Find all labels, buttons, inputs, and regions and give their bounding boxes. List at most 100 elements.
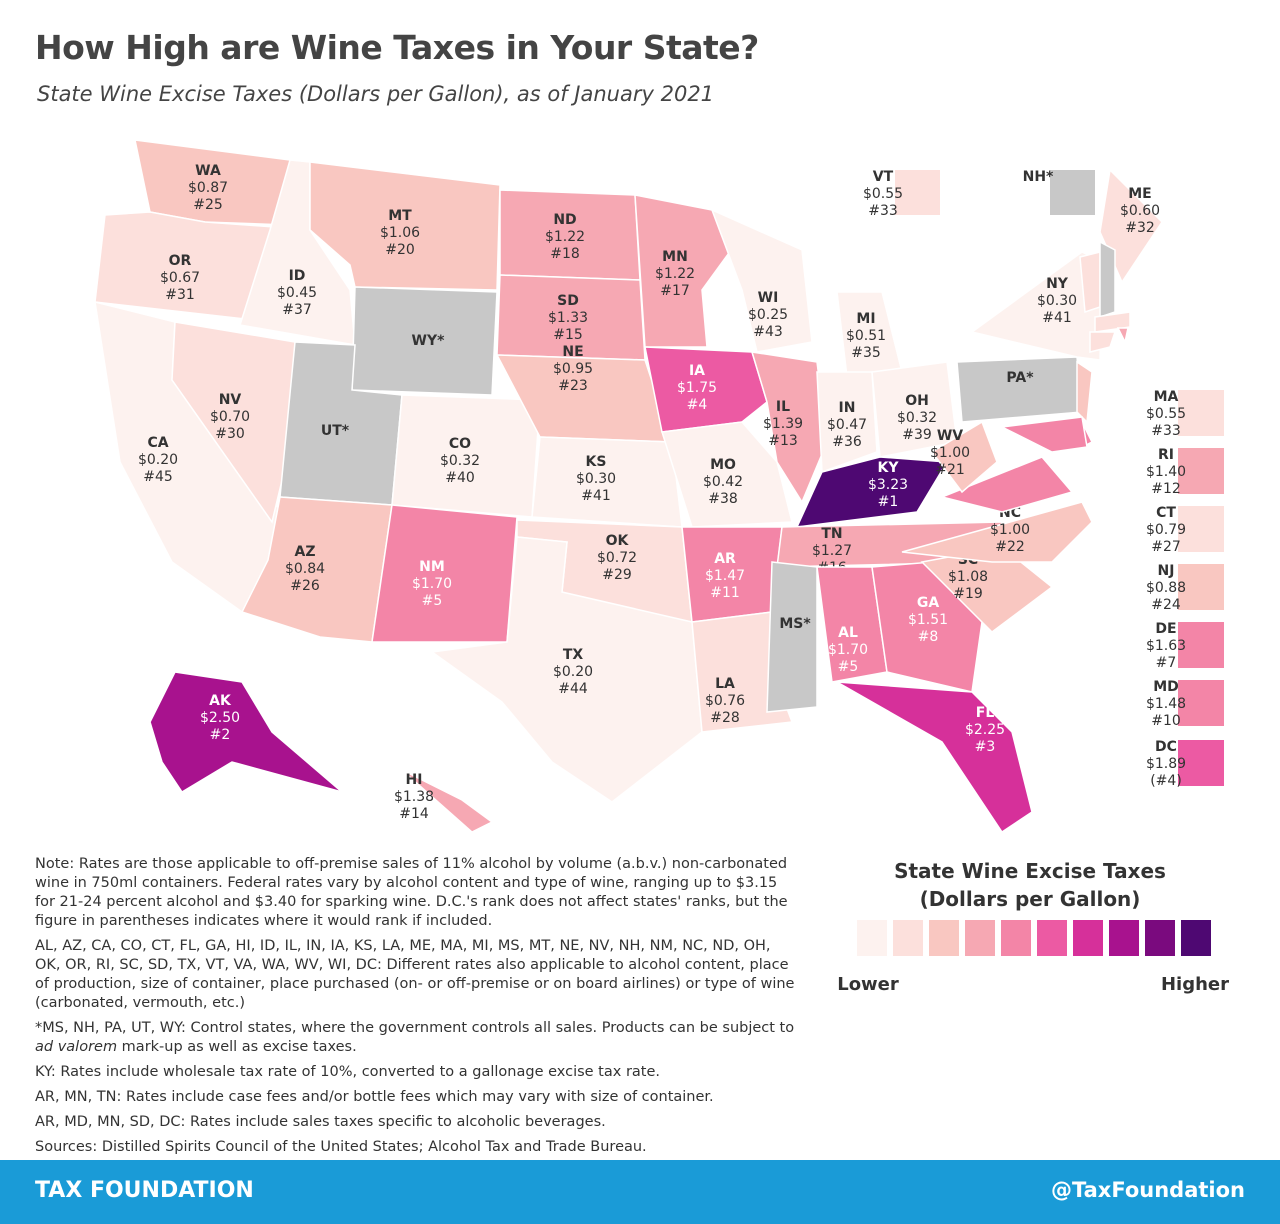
state-abbr: KS bbox=[586, 454, 607, 470]
state-abbr: MO bbox=[710, 457, 736, 473]
state-rate: $0.87 bbox=[188, 180, 228, 196]
state-rate: $1.63 bbox=[1146, 638, 1186, 654]
state-rank: #41 bbox=[581, 488, 611, 504]
state-rate: $1.89 bbox=[1146, 756, 1186, 772]
state-abbr: IA bbox=[689, 363, 705, 379]
state-rank: #26 bbox=[290, 578, 320, 594]
state-abbr: UT* bbox=[321, 423, 350, 439]
state-rate: $0.25 bbox=[748, 307, 788, 323]
state-rank: #44 bbox=[558, 681, 588, 697]
state-rank: #12 bbox=[1151, 481, 1181, 497]
state-rank: #2 bbox=[210, 727, 231, 743]
legend-swatch bbox=[965, 920, 995, 956]
state-abbr: RI bbox=[1158, 447, 1174, 463]
note: AR, MD, MN, SD, DC: Rates include sales … bbox=[35, 1113, 795, 1132]
handle: @TaxFoundation bbox=[1051, 1178, 1245, 1202]
state bbox=[710, 208, 813, 353]
legend-low: Lower bbox=[837, 974, 899, 995]
state bbox=[1089, 331, 1117, 353]
legend-swatch bbox=[1073, 920, 1103, 956]
state-swatch bbox=[1178, 448, 1224, 494]
state-rank: #22 bbox=[995, 539, 1025, 555]
state-rank: #43 bbox=[753, 324, 783, 340]
state-abbr: ME bbox=[1128, 186, 1152, 202]
state-abbr: NE bbox=[562, 344, 583, 360]
footer: TAX FOUNDATION @TaxFoundation bbox=[0, 1160, 1280, 1224]
state bbox=[939, 456, 1074, 513]
state-rank: #15 bbox=[553, 327, 583, 343]
state-rank: #5 bbox=[838, 659, 859, 675]
state-swatch bbox=[895, 170, 940, 215]
state-rate: $0.72 bbox=[597, 550, 637, 566]
state-abbr: MT bbox=[388, 208, 412, 224]
state-rank: #3 bbox=[975, 739, 996, 755]
state-rate: $2.50 bbox=[200, 710, 240, 726]
state-rank: #41 bbox=[1042, 310, 1072, 326]
note-text: AR, MD, MN, SD, DC: Rates include sales … bbox=[35, 1114, 606, 1130]
state-abbr: MI bbox=[856, 311, 875, 327]
note-text: Note: Rates are those applicable to off-… bbox=[35, 856, 788, 929]
state-rank: #45 bbox=[143, 469, 173, 485]
notes: Note: Rates are those applicable to off-… bbox=[35, 855, 795, 1163]
state-rate: $1.75 bbox=[677, 380, 717, 396]
state-rank: #38 bbox=[708, 491, 738, 507]
state-abbr: CO bbox=[449, 436, 471, 452]
state bbox=[956, 356, 1083, 423]
note-text: *MS, NH, PA, UT, WY: Control states, whe… bbox=[35, 1020, 795, 1036]
legend-swatch bbox=[929, 920, 959, 956]
state-abbr: ND bbox=[553, 212, 576, 228]
state-abbr: AL bbox=[838, 625, 858, 641]
legend-swatch bbox=[893, 920, 923, 956]
state-rate: $1.70 bbox=[412, 576, 452, 592]
state-rate: $0.20 bbox=[138, 452, 178, 468]
state bbox=[836, 681, 1033, 834]
state bbox=[1099, 240, 1116, 319]
state-rate: $0.55 bbox=[863, 186, 903, 202]
state-rate: $0.60 bbox=[1120, 203, 1160, 219]
state-rate: $0.76 bbox=[705, 693, 745, 709]
state-abbr: MA bbox=[1154, 389, 1179, 405]
state-abbr: WV bbox=[937, 428, 963, 444]
state bbox=[149, 671, 343, 794]
state bbox=[795, 456, 949, 528]
state-abbr: IN bbox=[839, 400, 856, 416]
state bbox=[1076, 360, 1093, 424]
state-rank: #10 bbox=[1151, 713, 1181, 729]
state bbox=[816, 371, 878, 474]
state-rank: #4 bbox=[687, 397, 708, 413]
state-swatch bbox=[1178, 740, 1224, 786]
legend-high: Higher bbox=[1161, 974, 1229, 995]
state-rank: #17 bbox=[660, 283, 690, 299]
note-text: AR, MN, TN: Rates include case fees and/… bbox=[35, 1089, 714, 1105]
subtitle: State Wine Excise Taxes (Dollars per Gal… bbox=[37, 82, 715, 106]
state-rank: #27 bbox=[1151, 539, 1181, 555]
state-rate: $0.45 bbox=[277, 285, 317, 301]
note-text: KY: Rates include wholesale tax rate of … bbox=[35, 1064, 661, 1080]
state-rate: $0.20 bbox=[553, 664, 593, 680]
state-rate: $1.00 bbox=[930, 445, 970, 461]
state-abbr: CT bbox=[1156, 505, 1176, 521]
state bbox=[766, 561, 818, 713]
state-rate: $0.84 bbox=[285, 561, 325, 577]
state-abbr: NY bbox=[1046, 276, 1069, 292]
state-abbr: NH* bbox=[1023, 169, 1054, 185]
state-swatch bbox=[1178, 390, 1224, 436]
state-abbr: MS* bbox=[779, 616, 811, 632]
state bbox=[901, 501, 1093, 563]
state-swatch bbox=[1050, 170, 1095, 215]
state-abbr: MN bbox=[662, 249, 688, 265]
note: *MS, NH, PA, UT, WY: Control states, whe… bbox=[35, 1019, 795, 1057]
state-rank: #36 bbox=[832, 434, 862, 450]
state-rank: #8 bbox=[918, 629, 939, 645]
state-abbr: CA bbox=[147, 435, 168, 451]
state-rank: #5 bbox=[422, 593, 443, 609]
note: Note: Rates are those applicable to off-… bbox=[35, 855, 795, 931]
state-rank: #24 bbox=[1151, 597, 1181, 613]
state-rank: #32 bbox=[1125, 220, 1155, 236]
state-rank: #33 bbox=[1151, 423, 1181, 439]
note-text: ad valorem bbox=[35, 1039, 118, 1055]
state bbox=[1116, 327, 1129, 345]
state bbox=[930, 420, 998, 494]
state-abbr: AK bbox=[209, 693, 232, 709]
note: AL, AZ, CA, CO, CT, FL, GA, HI, ID, IL, … bbox=[35, 937, 795, 1013]
